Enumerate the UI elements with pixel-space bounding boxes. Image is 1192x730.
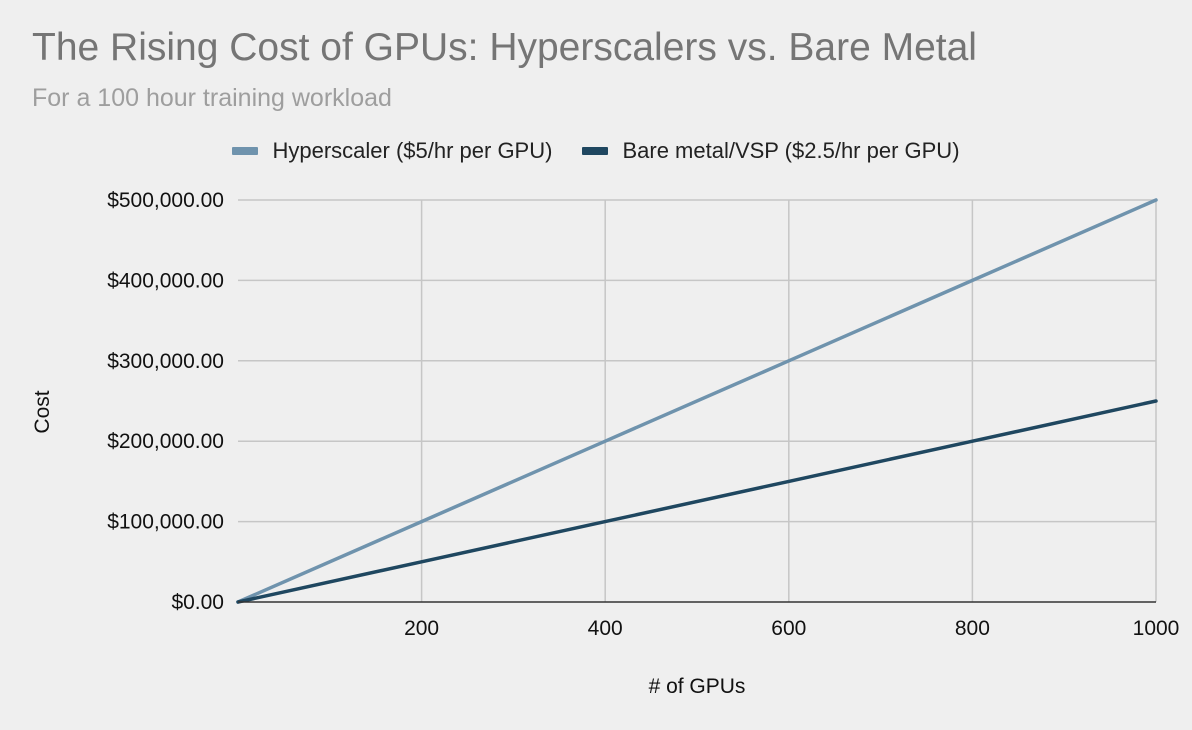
series-layer xyxy=(236,198,1158,604)
y-tick-label: $100,000.00 xyxy=(107,511,224,534)
chart-subtitle: For a 100 hour training workload xyxy=(32,84,392,112)
grid xyxy=(238,199,1157,602)
series-line-0[interactable] xyxy=(236,198,1158,604)
legend-swatch-hyperscaler xyxy=(232,147,259,155)
y-axis-title: Cost xyxy=(31,390,54,433)
x-tick-label: 1000 xyxy=(1133,617,1180,640)
y-tick-label: $0.00 xyxy=(171,591,224,614)
legend-swatch-bare-metal xyxy=(582,147,609,155)
legend-label-bare-metal: Bare metal/VSP ($2.5/hr per GPU) xyxy=(622,138,960,163)
x-tick-label: 400 xyxy=(588,617,623,640)
legend-item-bare-metal[interactable]: Bare metal/VSP ($2.5/hr per GPU) xyxy=(582,138,960,164)
legend: Hyperscaler ($5/hr per GPU) Bare metal/V… xyxy=(0,138,1192,164)
chart-title: The Rising Cost of GPUs: Hyperscalers vs… xyxy=(32,26,977,69)
x-tick-label: 600 xyxy=(771,617,806,640)
y-tick-label: $200,000.00 xyxy=(107,430,224,453)
x-tick-label: 200 xyxy=(404,617,439,640)
y-tick-label: $500,000.00 xyxy=(107,189,224,212)
x-axis-title: # of GPUs xyxy=(649,675,746,698)
tick-labels: $0.00 $100,000.00 $200,000.00 $300,000.00 $4… xyxy=(107,189,1179,640)
y-tick-label: $300,000.00 xyxy=(107,350,224,373)
y-tick-label: $400,000.00 xyxy=(107,269,224,292)
legend-label-hyperscaler: Hyperscaler ($5/hr per GPU) xyxy=(272,138,553,163)
legend-item-hyperscaler[interactable]: Hyperscaler ($5/hr per GPU) xyxy=(232,138,552,164)
x-tick-label: 800 xyxy=(955,617,990,640)
series-line-1[interactable] xyxy=(236,399,1158,604)
